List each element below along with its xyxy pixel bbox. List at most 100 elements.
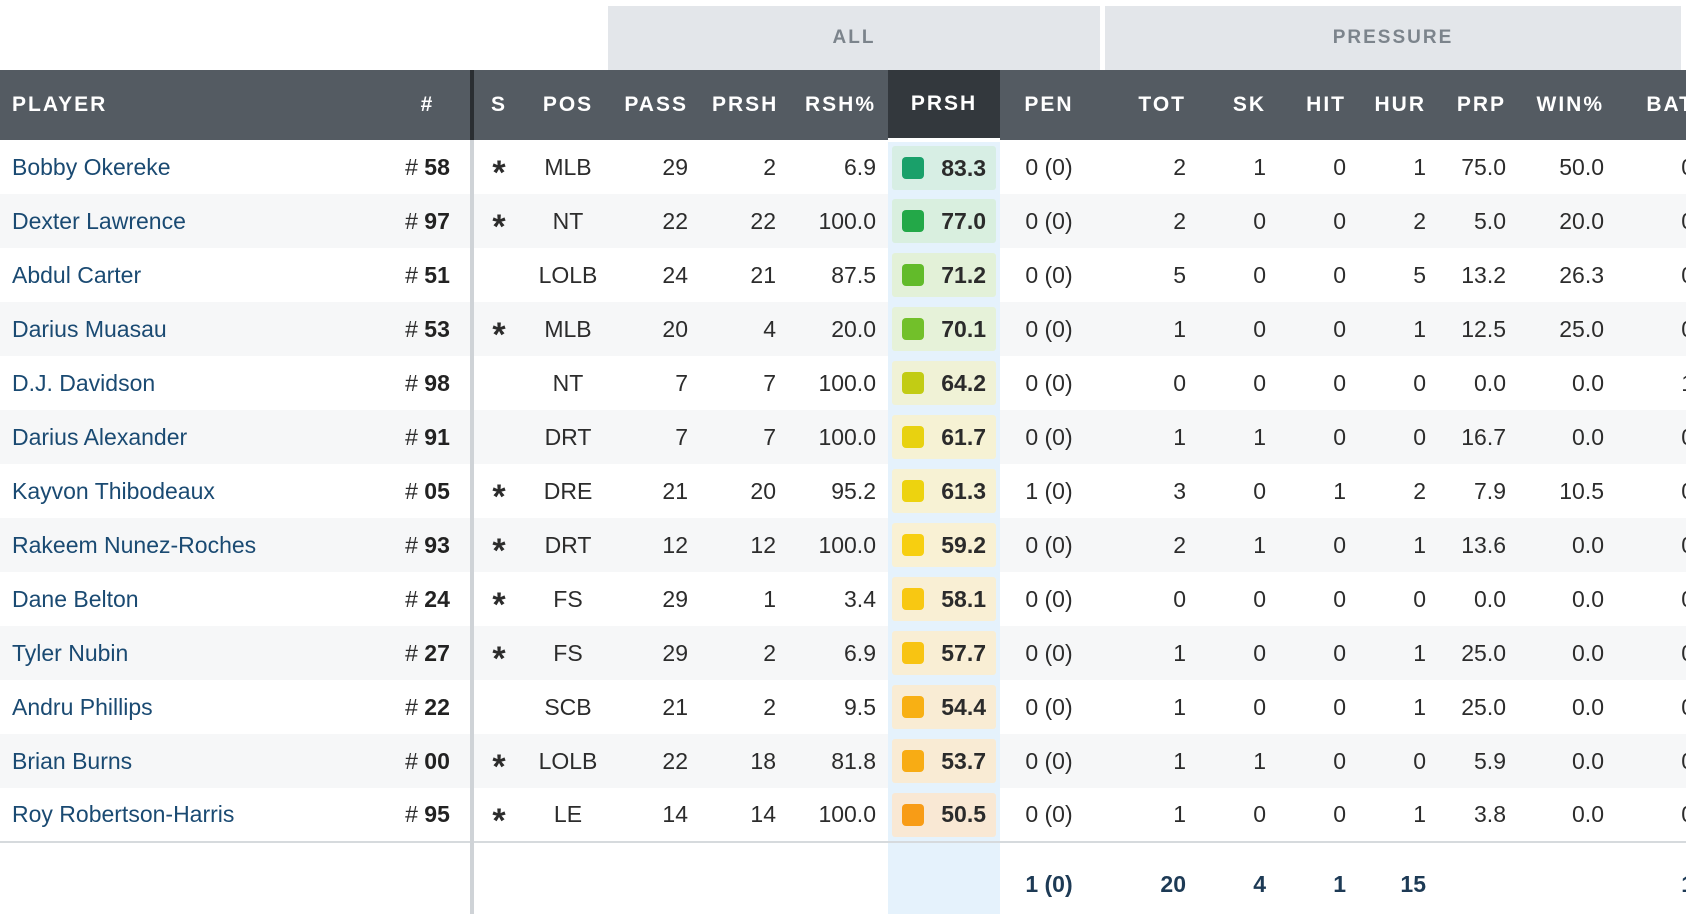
- jersey-number: 53: [424, 315, 450, 342]
- prsh-cell: 2: [763, 693, 776, 720]
- pass-cell: 7: [675, 369, 688, 396]
- player-name-link[interactable]: Darius Alexander: [12, 423, 188, 450]
- win-pct-cell: 0.0: [1518, 518, 1616, 572]
- jersey-number: 93: [424, 531, 450, 558]
- jersey-number-cell: # 00: [385, 734, 474, 788]
- column-header-hit[interactable]: HIT: [1278, 70, 1358, 140]
- bat-cell: 0: [1616, 626, 1686, 680]
- grade-badge: 64.2: [892, 361, 996, 405]
- pen-cell: 0 (0): [1025, 153, 1073, 180]
- rsh-pct-cell: 6.9: [788, 626, 888, 680]
- total-sk: 4: [1198, 841, 1278, 914]
- starter-asterisk-icon: *: [492, 748, 506, 786]
- player-name-link[interactable]: Dane Belton: [12, 585, 139, 612]
- prp-cell: 12.5: [1438, 302, 1518, 356]
- tot-cell: 2: [1173, 153, 1186, 180]
- grade-value: 61.3: [941, 477, 986, 504]
- hur-cell: 1: [1413, 801, 1426, 827]
- hit-cell: 0: [1333, 369, 1346, 396]
- player-name-link[interactable]: Darius Muasau: [12, 315, 167, 342]
- column-header-prp[interactable]: PRP: [1438, 70, 1518, 140]
- column-header-rsh-pct[interactable]: RSH%: [788, 70, 888, 140]
- column-header-player[interactable]: PLAYER: [0, 70, 385, 140]
- column-header-position[interactable]: POS: [524, 70, 612, 140]
- starter-cell: *: [472, 626, 524, 680]
- pass-cell: 22: [612, 734, 700, 788]
- grade-badge: 50.5: [892, 792, 996, 837]
- prsh-grade-cell: 57.7: [888, 626, 1000, 680]
- jersey-number: 95: [424, 801, 450, 827]
- total-hur: 15: [1358, 841, 1438, 914]
- column-header-sk[interactable]: SK: [1198, 70, 1278, 140]
- jersey-hash: #: [405, 153, 418, 180]
- bat-cell: 0: [1616, 248, 1686, 302]
- player-name-link[interactable]: D.J. Davidson: [12, 369, 156, 396]
- player-name-link[interactable]: Dexter Lawrence: [12, 207, 186, 234]
- jersey-number: 91: [424, 423, 450, 450]
- column-header-win-pct[interactable]: WIN%: [1518, 70, 1616, 140]
- grade-badge: 61.3: [892, 469, 996, 513]
- prsh-grade-cell: 77.0: [888, 194, 1000, 248]
- player-name-link[interactable]: Abdul Carter: [12, 261, 142, 288]
- pen-cell: 0 (0): [1000, 734, 1098, 788]
- column-header-prsh[interactable]: PRSH: [700, 70, 788, 140]
- sk-cell: 0: [1253, 801, 1266, 827]
- position-cell: MLB: [544, 153, 592, 180]
- hur-cell: 2: [1358, 194, 1438, 248]
- column-header-pen[interactable]: PEN: [1000, 70, 1098, 140]
- jersey-number-cell: # 91: [385, 410, 474, 464]
- column-header-bat[interactable]: BAT: [1616, 70, 1686, 140]
- player-name-link[interactable]: Roy Robertson-Harris: [12, 801, 235, 827]
- jersey-number: 22: [424, 693, 450, 720]
- jersey-hash: #: [405, 261, 418, 288]
- sk-cell: 0: [1253, 693, 1266, 720]
- player-name-link[interactable]: Rakeem Nunez-Roches: [12, 531, 257, 558]
- table-header-row: PLAYER # S POS PASS PRSH RSH% PRSH PEN T…: [0, 70, 1686, 142]
- player-rows: Bobby Okereke # 58 * MLB 29 2 6.9 83.3 0 (0) 2 1 0 1…: [0, 140, 1686, 914]
- rsh-pct-cell: 100.0: [818, 369, 876, 396]
- win-pct-cell: 0.0: [1572, 693, 1604, 720]
- total-hit: 1: [1278, 841, 1358, 914]
- prsh-cell: 4: [700, 302, 788, 356]
- starter-cell: *: [472, 194, 524, 248]
- starter-asterisk-icon: *: [492, 801, 506, 840]
- column-header-number[interactable]: #: [385, 70, 474, 140]
- player-cell: Tyler Nubin: [0, 626, 385, 680]
- position-cell: SCB: [544, 693, 592, 720]
- table-row: Kayvon Thibodeaux # 05 * DRE 21 20 95.2 61.3 1 (…: [0, 464, 1686, 518]
- starter-cell: *: [472, 140, 524, 194]
- bat-cell: 0: [1616, 302, 1686, 356]
- hur-cell: 1: [1358, 626, 1438, 680]
- column-header-hur[interactable]: HUR: [1358, 70, 1438, 140]
- column-header-prsh-grade[interactable]: PRSH: [888, 70, 1000, 142]
- rsh-pct-cell: 100.0: [818, 801, 876, 827]
- column-header-starter[interactable]: S: [472, 70, 524, 140]
- player-name-link[interactable]: Tyler Nubin: [12, 639, 129, 666]
- grade-value: 61.7: [941, 423, 986, 450]
- sk-cell: 0: [1198, 626, 1278, 680]
- player-name-link[interactable]: Brian Burns: [12, 747, 133, 774]
- prsh-cell: 12: [700, 518, 788, 572]
- player-name-link[interactable]: Bobby Okereke: [12, 153, 171, 180]
- player-name-link[interactable]: Kayvon Thibodeaux: [12, 477, 215, 504]
- player-cell: Andru Phillips: [0, 680, 385, 734]
- sk-cell: 0: [1198, 302, 1278, 356]
- grade-color-swatch-icon: [902, 642, 924, 664]
- jersey-hash: #: [405, 315, 418, 342]
- bat-cell: 0: [1616, 734, 1686, 788]
- totals-empty-cell: [612, 841, 700, 914]
- totals-row: 1 (0)2041151: [0, 841, 1686, 914]
- rsh-pct-cell: 100.0: [788, 518, 888, 572]
- totals-empty-cell: [385, 841, 474, 914]
- grade-badge: 61.7: [892, 415, 996, 459]
- starter-asterisk-icon: *: [492, 532, 506, 570]
- player-name-link[interactable]: Andru Phillips: [12, 693, 153, 720]
- column-header-pass[interactable]: PASS: [612, 70, 700, 140]
- position-cell: NT: [524, 194, 612, 248]
- column-header-tot[interactable]: TOT: [1098, 70, 1198, 140]
- prp-cell: 13.6: [1438, 518, 1518, 572]
- grade-value: 83.3: [941, 154, 986, 181]
- grade-value: 58.1: [941, 585, 986, 612]
- prp-cell: 5.0: [1438, 194, 1518, 248]
- prp-cell: 0.0: [1474, 369, 1506, 396]
